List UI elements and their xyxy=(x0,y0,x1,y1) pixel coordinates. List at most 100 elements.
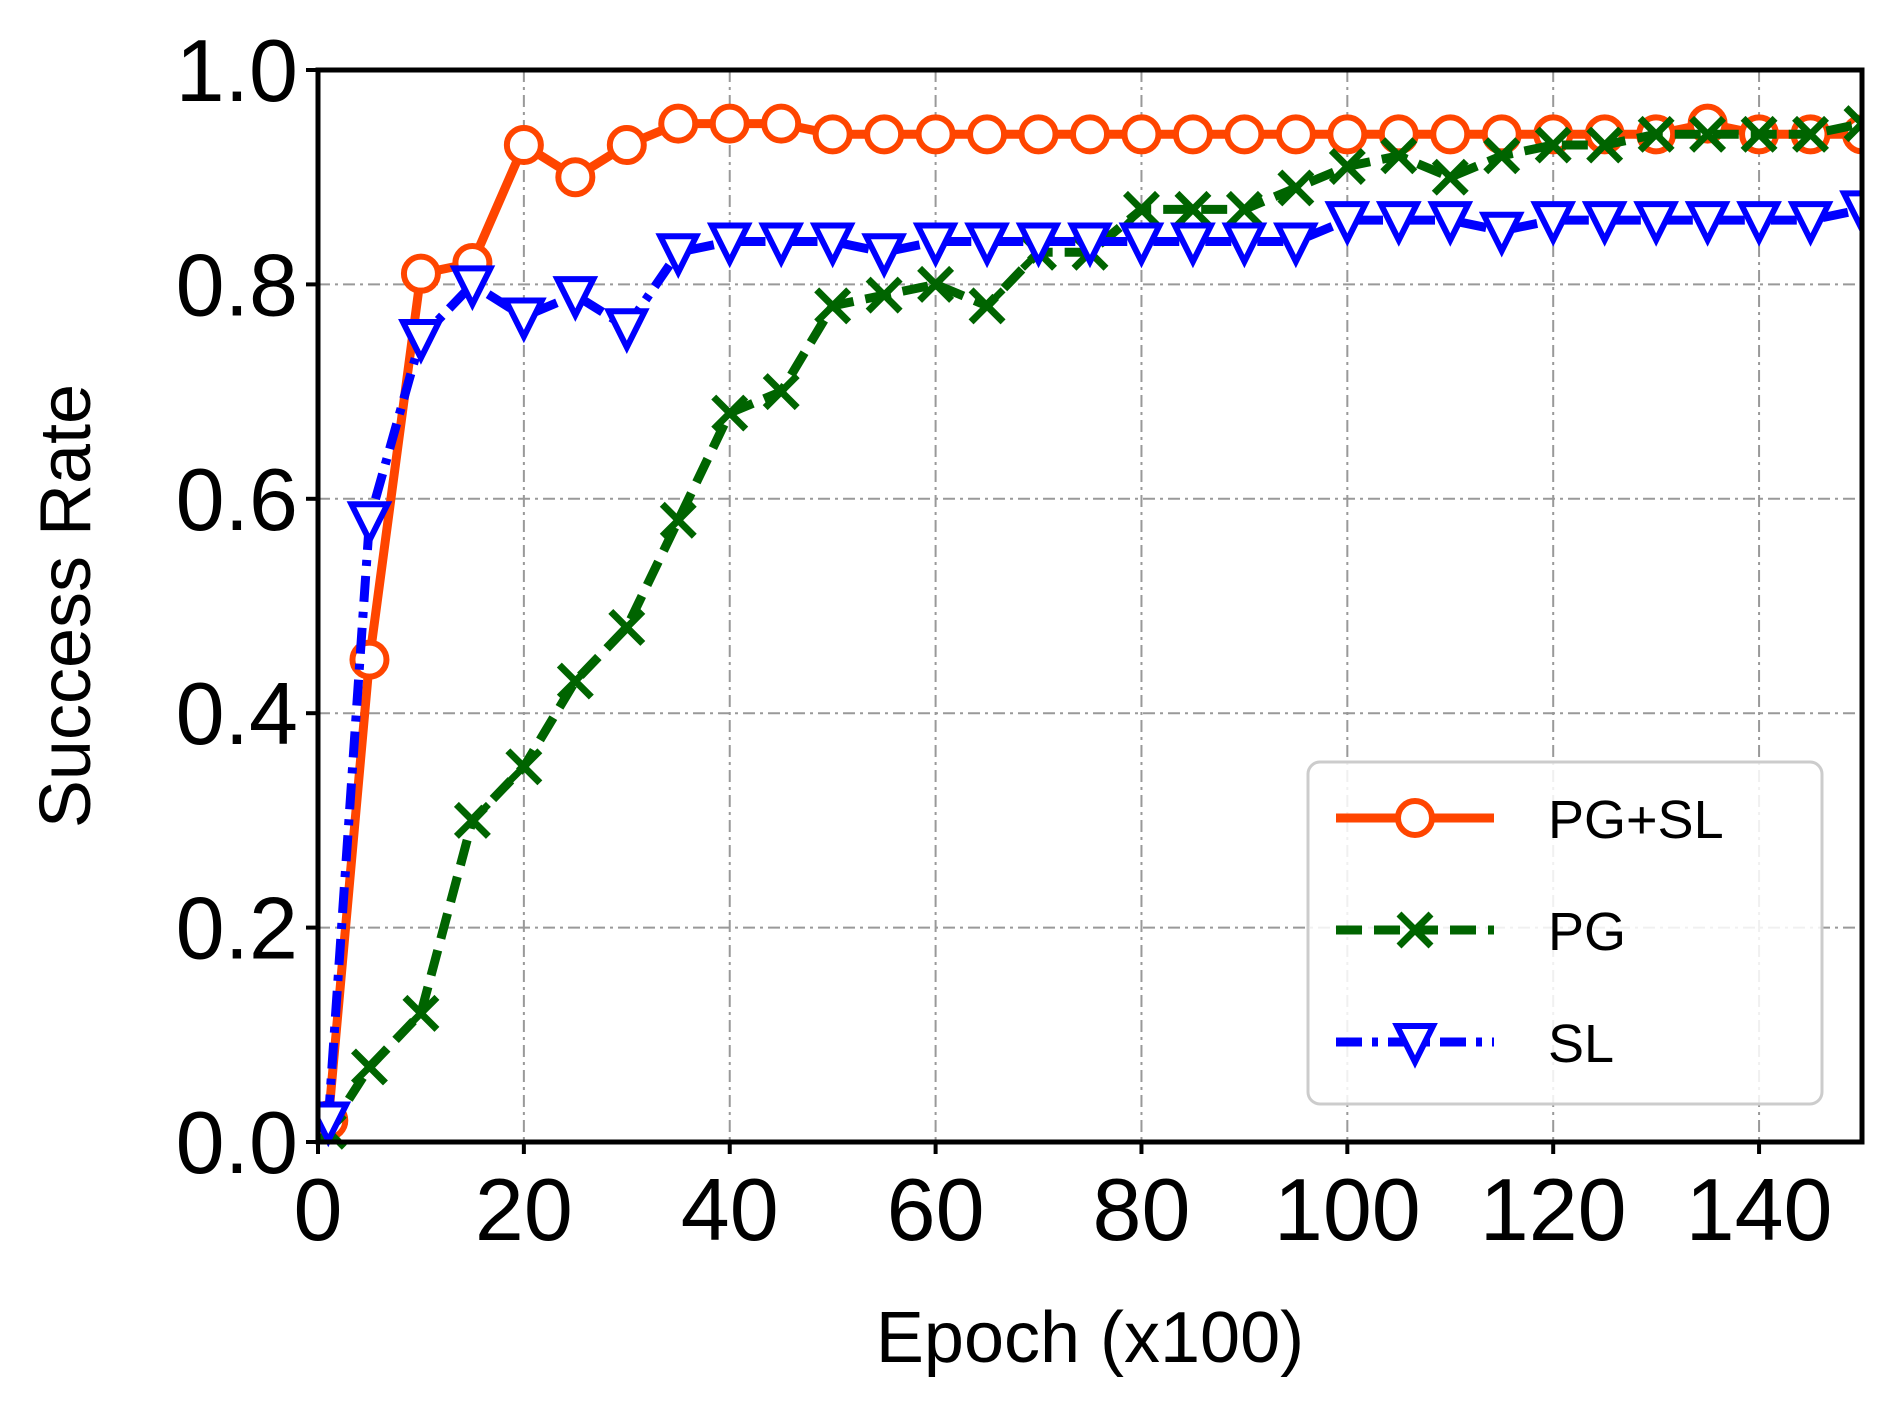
data-point xyxy=(917,265,955,303)
data-point xyxy=(968,287,1006,325)
data-point xyxy=(453,801,491,839)
y-tick-label: 0.2 xyxy=(176,879,298,978)
data-point xyxy=(912,222,959,269)
x-tick-label: 40 xyxy=(681,1160,779,1259)
data-point xyxy=(1018,114,1059,155)
plot-frame xyxy=(315,67,1865,1145)
data-point xyxy=(1070,114,1110,155)
data-point xyxy=(555,157,596,198)
data-point xyxy=(1273,222,1319,269)
data-point xyxy=(861,233,907,279)
data-point xyxy=(552,276,599,322)
y-axis-label: Success Rate xyxy=(26,384,106,828)
legend-box xyxy=(1306,760,1824,1106)
data-point xyxy=(809,222,856,269)
data-point xyxy=(1225,190,1263,228)
x-tick-label: 100 xyxy=(1274,1160,1421,1259)
y-tick-label: 0.6 xyxy=(176,450,298,549)
data-point xyxy=(1170,222,1216,269)
data-point xyxy=(659,501,697,539)
data-point xyxy=(501,297,547,344)
data-point xyxy=(1843,105,1862,143)
data-point xyxy=(711,394,749,432)
data-point xyxy=(400,253,441,294)
data-point xyxy=(505,748,543,786)
data-point xyxy=(1478,211,1525,258)
data-point xyxy=(761,103,802,144)
data-point xyxy=(1586,126,1624,164)
data-point xyxy=(706,222,753,269)
data-point xyxy=(1375,201,1422,247)
data-point xyxy=(608,608,646,646)
data-point xyxy=(1067,222,1113,269)
x-tick-label: 80 xyxy=(1093,1160,1191,1259)
data-point xyxy=(346,501,393,547)
data-point xyxy=(1327,114,1368,155)
y-tick-label: 0.0 xyxy=(176,1093,298,1192)
data-point xyxy=(1275,114,1316,155)
data-point xyxy=(503,125,544,166)
x-axis-label: Epoch (x100) xyxy=(876,1298,1304,1378)
data-point xyxy=(964,222,1010,269)
data-point xyxy=(1122,190,1160,228)
data-point xyxy=(556,662,594,700)
legend-label: PG xyxy=(1548,902,1626,962)
data-point xyxy=(449,265,496,312)
data-point xyxy=(915,114,956,155)
data-point xyxy=(1174,190,1212,228)
x-tick-label: 20 xyxy=(475,1160,573,1259)
series-sl xyxy=(318,190,1862,1148)
legend: PG+SL PG SL xyxy=(1306,760,1824,1106)
data-point xyxy=(1792,115,1830,153)
data-point xyxy=(1684,201,1731,247)
axis-ticks: 0 20 40 60 80 100 120 140 0.0 0.2 0.4 0.6 0.8 1.0 xyxy=(176,21,1833,1259)
legend-marker xyxy=(1395,798,1435,838)
data-point xyxy=(1530,201,1577,247)
data-point xyxy=(655,233,702,279)
data-point xyxy=(1224,114,1265,155)
data-point xyxy=(1736,201,1782,247)
data-point xyxy=(1121,114,1162,155)
data-point xyxy=(402,994,440,1032)
data-point xyxy=(758,222,805,269)
legend-marker xyxy=(1396,911,1434,949)
data-point xyxy=(1689,115,1727,153)
data-point xyxy=(1015,222,1062,269)
data-point xyxy=(1431,158,1469,196)
data-point xyxy=(1483,137,1521,175)
y-tick-label: 0.4 xyxy=(176,664,298,763)
data-point xyxy=(1427,201,1474,247)
data-point xyxy=(1118,222,1165,269)
x-tick-label: 140 xyxy=(1686,1160,1833,1259)
x-tick-label: 0 xyxy=(294,1160,343,1259)
data-point xyxy=(1277,169,1315,207)
data-point xyxy=(1380,137,1418,175)
data-point xyxy=(350,1048,388,1086)
data-point xyxy=(967,114,1008,155)
data-point xyxy=(1430,114,1471,155)
legend-marker xyxy=(1392,1023,1438,1069)
data-point xyxy=(1740,115,1778,153)
data-point xyxy=(865,276,903,314)
data-point xyxy=(606,125,647,166)
data-point xyxy=(1534,126,1572,164)
data-point xyxy=(709,103,750,144)
data-point xyxy=(814,287,852,325)
data-point xyxy=(1221,222,1268,269)
data-point xyxy=(762,373,800,411)
legend-label: PG+SL xyxy=(1548,790,1724,850)
data-point xyxy=(1324,201,1371,247)
data-point xyxy=(1637,115,1675,153)
data-point xyxy=(1328,148,1366,185)
data-point xyxy=(1172,114,1213,155)
data-point xyxy=(1633,201,1679,247)
legend-label: SL xyxy=(1548,1014,1614,1074)
data-point xyxy=(1787,201,1834,247)
series-layer xyxy=(318,103,1862,1150)
data-point xyxy=(398,319,444,365)
x-tick-label: 120 xyxy=(1480,1160,1627,1259)
data-point xyxy=(812,114,853,155)
data-point xyxy=(1581,201,1628,247)
data-point xyxy=(864,114,905,155)
